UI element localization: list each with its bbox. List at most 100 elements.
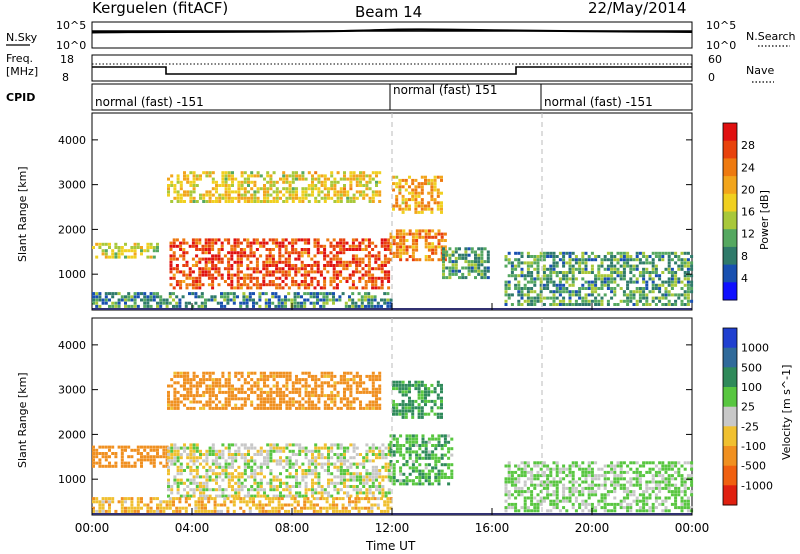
range-gate-cell [648, 480, 652, 484]
range-gate-cell [295, 174, 298, 178]
range-gate-cell [186, 462, 190, 466]
range-gate-cell [140, 458, 143, 462]
range-gate-cell [349, 462, 353, 466]
range-gate-cell [176, 449, 180, 453]
range-gate-cell [183, 177, 186, 181]
range-gate-cell [205, 403, 209, 407]
range-gate-cell [183, 449, 186, 453]
range-gate-cell [127, 249, 131, 253]
range-gate-cell [686, 474, 690, 478]
range-gate-cell [327, 374, 330, 378]
range-gate-cell [436, 188, 440, 192]
range-gate-cell [213, 503, 217, 507]
range-gate-cell [317, 177, 321, 181]
range-gate-cell [136, 445, 140, 449]
range-gate-cell [562, 261, 566, 265]
range-gate-cell [351, 280, 355, 283]
range-gate-cell [195, 465, 199, 469]
range-gate-cell [355, 174, 359, 178]
range-gate-cell [523, 490, 527, 494]
range-gate-cell [517, 264, 521, 268]
range-gate-cell [295, 177, 298, 181]
range-gate-cell [565, 496, 569, 500]
range-gate-cell [581, 499, 585, 503]
range-gate-cell [140, 452, 143, 455]
range-gate-cell [208, 449, 212, 453]
range-gate-cell [680, 490, 684, 494]
range-gate-cell [587, 287, 591, 290]
range-gate-cell [667, 267, 671, 271]
range-gate-cell [352, 381, 356, 385]
range-gate-cell [230, 280, 234, 283]
range-gate-cell [395, 248, 399, 252]
range-gate-cell [95, 509, 99, 513]
range-gate-cell [404, 409, 408, 413]
range-gate-cell [249, 267, 253, 271]
range-gate-cell [234, 403, 238, 407]
range-gate-cell [188, 503, 191, 507]
range-gate-cell [600, 467, 604, 471]
range-gate-cell [189, 459, 193, 463]
range-gate-cell [136, 246, 140, 249]
range-gate-cell [510, 274, 514, 278]
range-gate-cell [240, 475, 244, 479]
range-gate-cell [674, 496, 678, 500]
range-gate-cell [358, 260, 362, 264]
range-gate-cell [546, 467, 550, 471]
range-gate-cell [454, 266, 458, 270]
range-gate-cell [504, 509, 508, 513]
range-gate-cell [483, 269, 487, 273]
range-gate-cell [355, 397, 359, 401]
range-gate-cell [581, 303, 585, 306]
range-gate-cell [303, 497, 307, 501]
range-gate-cell [590, 258, 594, 262]
range-gate-cell [514, 506, 518, 510]
range-gate-cell [278, 283, 282, 287]
range-gate-cell [355, 475, 359, 479]
range-gate-cell [295, 171, 298, 175]
range-gate-cell [250, 390, 254, 394]
range-gate-cell [507, 251, 511, 255]
range-gate-cell [333, 397, 337, 401]
range-gate-cell [231, 456, 234, 460]
range-gate-cell [507, 274, 511, 278]
range-gate-cell [670, 277, 674, 281]
range-gate-cell [454, 250, 458, 254]
range-gate-cell [252, 238, 256, 242]
range-gate-cell [622, 290, 626, 294]
range-gate-cell [690, 283, 694, 287]
range-gate-cell [272, 374, 276, 378]
range-gate-cell [367, 251, 371, 255]
range-gate-cell [296, 500, 300, 504]
range-gate-cell [594, 296, 598, 300]
range-gate-cell [365, 387, 369, 391]
range-gate-cell [111, 497, 115, 501]
range-gate-cell [226, 292, 230, 296]
range-gate-cell [690, 299, 694, 303]
range-gate-cell [307, 184, 311, 187]
range-gate-cell [253, 174, 257, 178]
range-gate-cell [253, 406, 257, 410]
range-gate-cell [288, 371, 292, 375]
range-gate-cell [536, 255, 540, 258]
range-gate-cell [629, 480, 633, 484]
range-gate-cell [339, 187, 343, 191]
range-gate-cell [124, 301, 127, 305]
range-gate-cell [258, 304, 262, 308]
range-gate-cell [450, 472, 454, 476]
range-gate-cell [253, 478, 257, 482]
range-gate-cell [300, 506, 303, 510]
range-gate-cell [114, 509, 118, 513]
range-gate-cell [322, 292, 326, 296]
range-gate-cell [523, 299, 527, 303]
range-gate-cell [670, 483, 674, 487]
range-gate-cell [311, 406, 314, 410]
range-gate-cell [240, 456, 244, 460]
range-gate-cell [405, 232, 409, 236]
range-gate-cell [231, 462, 234, 466]
range-gate-cell [133, 242, 137, 246]
range-gate-cell [648, 271, 652, 274]
range-gate-cell [108, 506, 111, 510]
range-gate-cell [442, 272, 445, 276]
range-gate-cell [594, 493, 598, 497]
